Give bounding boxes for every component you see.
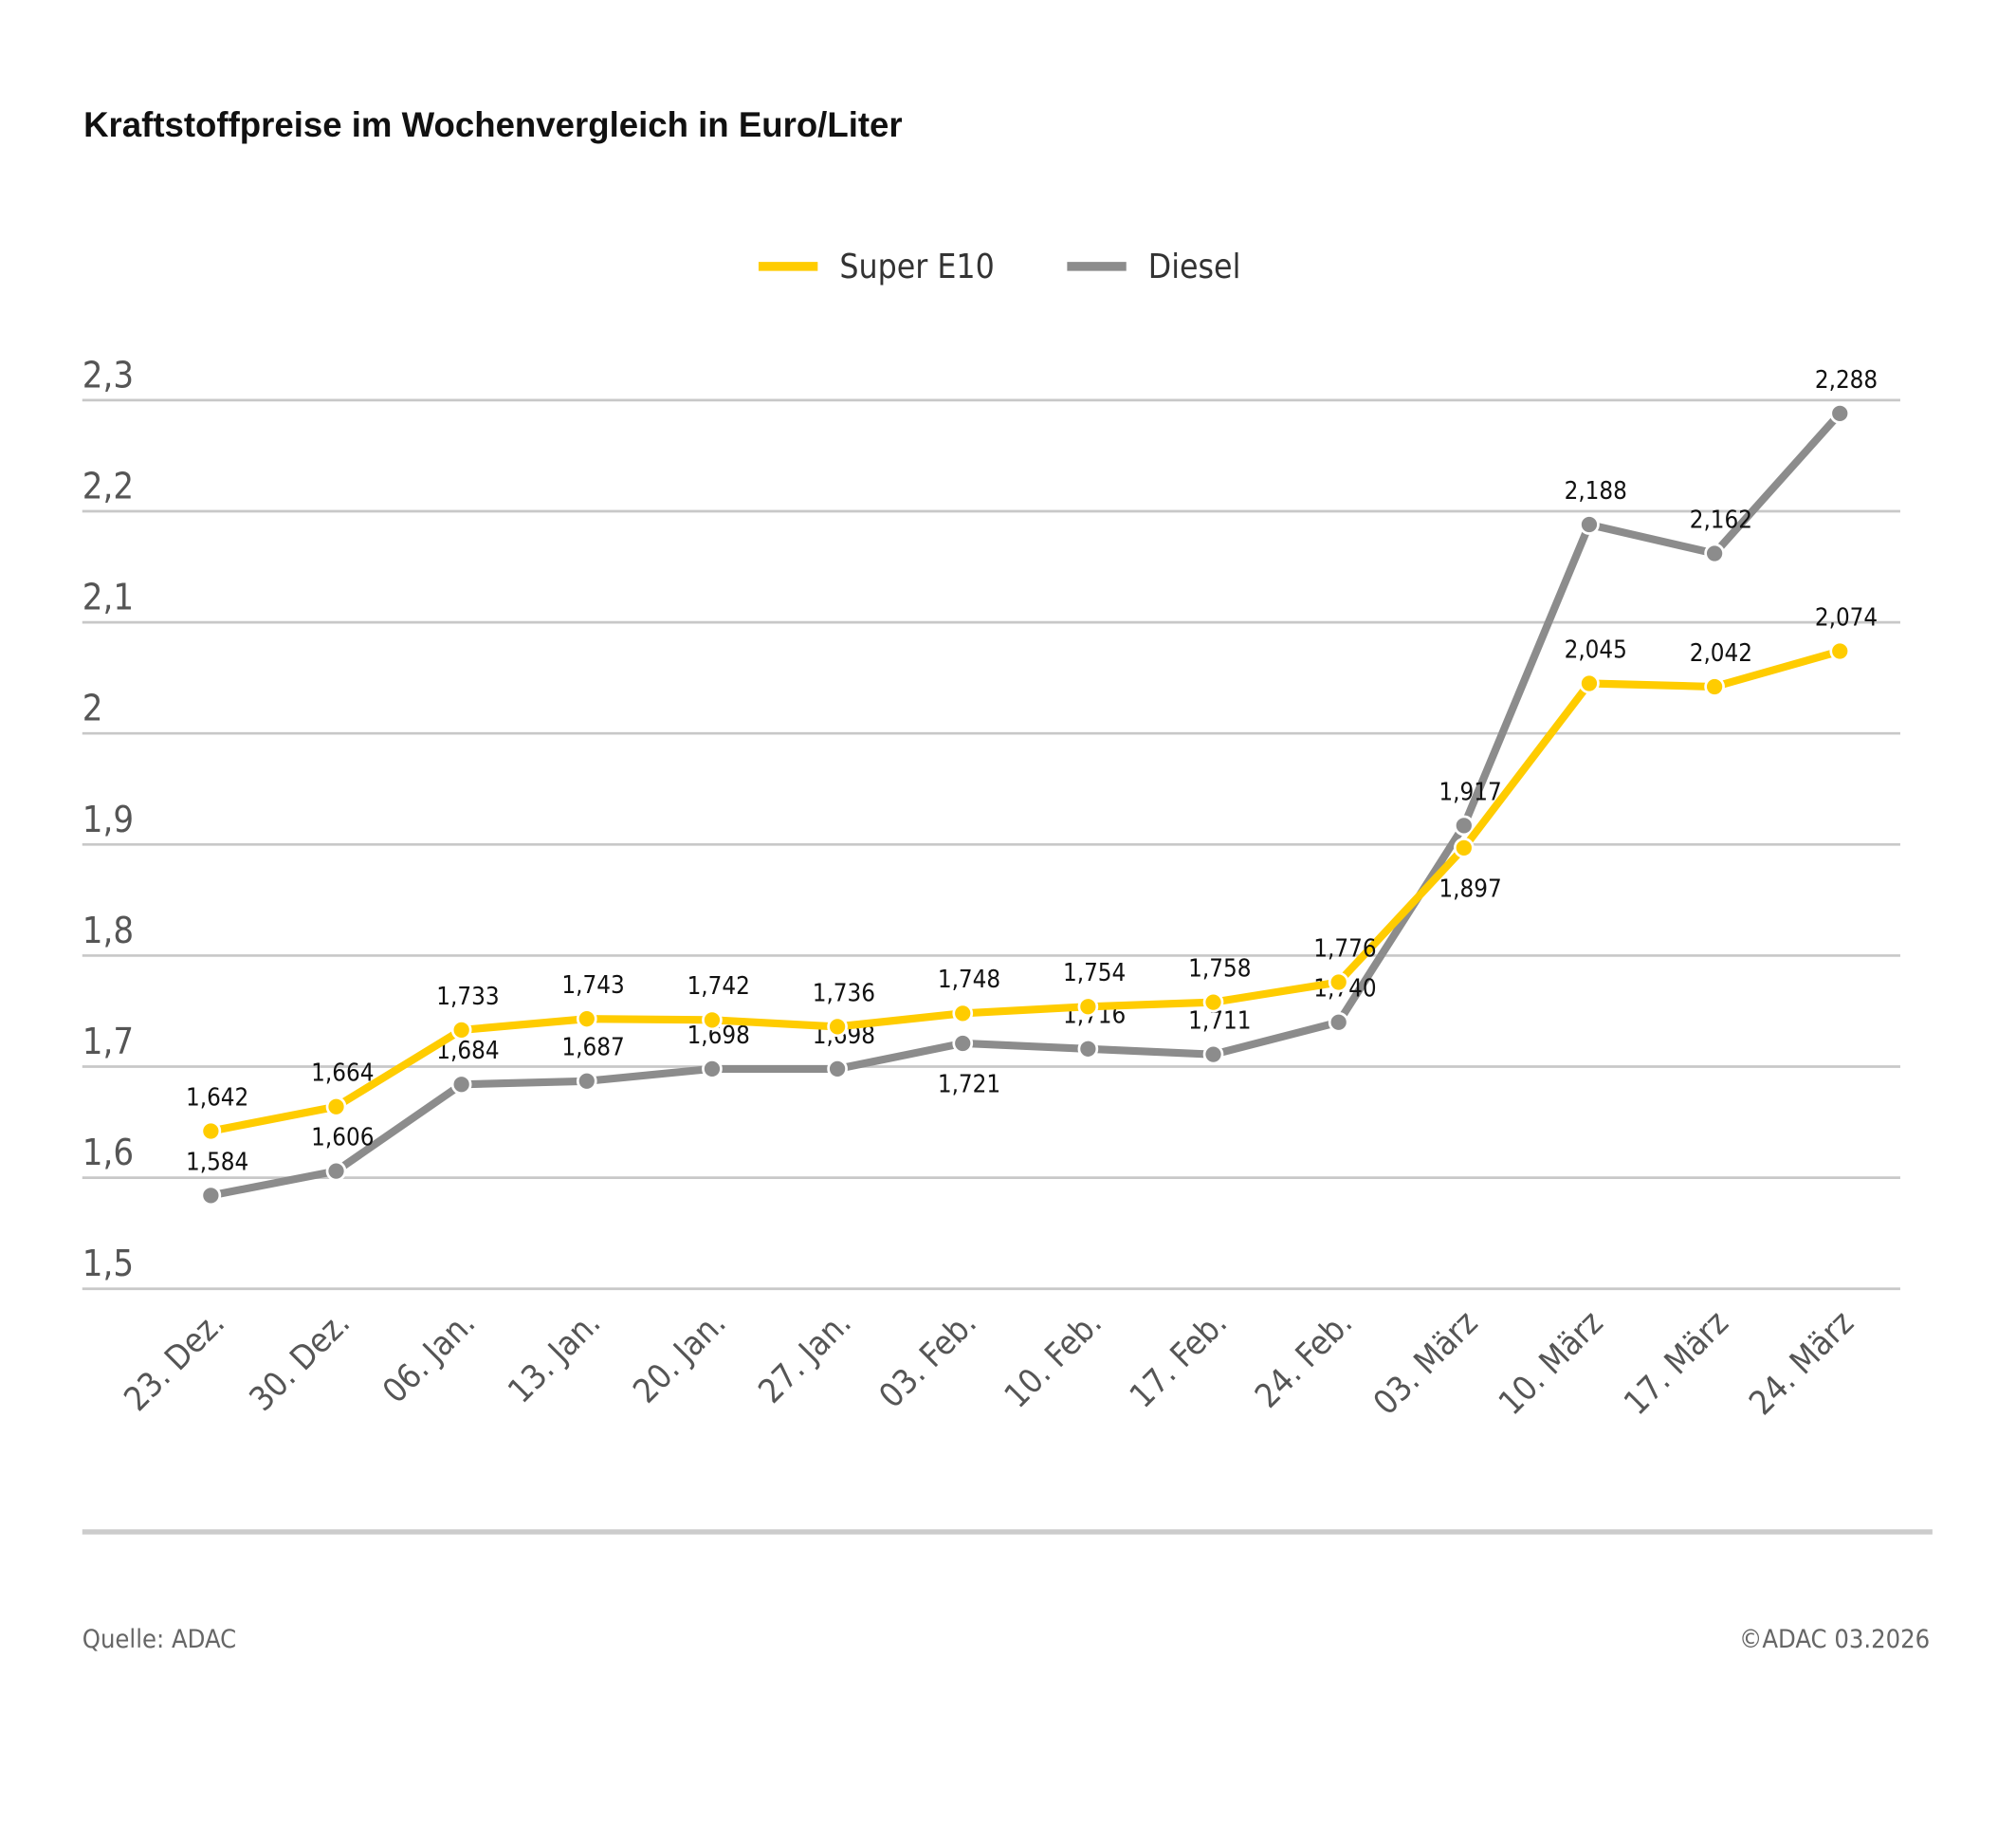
x-tick-label: 17. Feb. — [1123, 1303, 1235, 1415]
series-line — [210, 647, 1842, 1135]
x-tick-label: 17. März — [1617, 1303, 1736, 1423]
x-tick-label: 13. Jan. — [501, 1303, 608, 1410]
data-point — [576, 1008, 597, 1030]
data-label: 2,074 — [1815, 603, 1878, 632]
data-label: 1,748 — [938, 966, 1000, 994]
data-point — [1579, 514, 1600, 535]
data-point — [1328, 971, 1349, 993]
data-point — [1453, 837, 1475, 858]
data-point — [1704, 676, 1725, 697]
data-point — [1202, 991, 1224, 1013]
data-label: 1,758 — [1188, 955, 1251, 984]
data-point — [450, 1074, 472, 1096]
series-line — [210, 411, 1843, 1200]
data-label: 1,742 — [687, 972, 750, 1001]
data-point — [827, 1059, 848, 1079]
data-point — [325, 1160, 347, 1182]
data-point — [576, 1070, 597, 1092]
data-label: 1,664 — [311, 1059, 374, 1088]
y-tick-label: 1,9 — [82, 799, 134, 840]
data-point — [702, 1009, 723, 1031]
data-point — [1202, 1043, 1224, 1065]
data-point — [952, 1033, 974, 1054]
grid: 1,5 1,6 1,7 1,8 1,9 2 2,1 2,2 2,3 — [82, 354, 1900, 1291]
data-point — [1829, 640, 1851, 662]
x-tick-label: 20. Jan. — [626, 1303, 733, 1410]
y-tick-label: 1,5 — [82, 1243, 134, 1284]
x-tick-label: 24. März — [1742, 1303, 1861, 1423]
y-tick-label: 2,3 — [82, 354, 134, 396]
x-tick-label: 06. Jan. — [376, 1303, 483, 1410]
data-point — [325, 1096, 347, 1117]
data-point — [200, 1185, 222, 1207]
data-label: 1,733 — [436, 983, 499, 1011]
data-label: 1,687 — [561, 1034, 624, 1062]
y-tick-label: 2,1 — [82, 577, 134, 618]
y-tick-label: 1,7 — [82, 1021, 134, 1062]
data-label: 1,584 — [186, 1148, 248, 1176]
data-label: 2,042 — [1690, 639, 1752, 668]
data-point — [450, 1020, 472, 1041]
data-label: 1,754 — [1063, 959, 1126, 987]
data-point — [952, 1003, 974, 1024]
data-label: 1,917 — [1439, 778, 1501, 806]
y-tick-label: 1,8 — [82, 910, 134, 951]
data-label: 1,897 — [1439, 875, 1501, 903]
x-tick-label: 27. Jan. — [751, 1303, 858, 1410]
x-tick-label: 23. Dez. — [117, 1303, 232, 1419]
data-point — [702, 1059, 723, 1079]
data-label: 1,743 — [561, 971, 624, 1000]
x-tick-label: 30. Dez. — [242, 1303, 357, 1419]
x-tick-label: 10. Feb. — [998, 1303, 1109, 1415]
data-point — [827, 1016, 848, 1038]
copyright-note: ©ADAC 03.2026 — [1739, 1625, 1930, 1654]
data-point — [1077, 996, 1099, 1018]
data-label: 1,711 — [1188, 1007, 1251, 1036]
data-point — [1579, 672, 1600, 694]
legend-label: Super E10 — [839, 248, 994, 286]
data-label: 1,776 — [1313, 934, 1376, 963]
data-point — [200, 1120, 222, 1142]
data-point — [1829, 403, 1851, 424]
data-label: 2,162 — [1690, 506, 1752, 534]
legend-label: Diesel — [1148, 248, 1241, 286]
x-tick-label: 03. März — [1366, 1303, 1486, 1423]
x-tick-label: 24. Feb. — [1248, 1303, 1360, 1415]
y-tick-label: 2 — [82, 688, 103, 729]
x-axis: 23. Dez. 30. Dez. 06. Jan. 13. Jan. 20. Jan.… — [117, 1303, 1861, 1423]
data-label: 1,736 — [813, 979, 875, 1007]
data-label: 2,288 — [1815, 366, 1878, 395]
series-super-e10: 1,642 1,664 1,733 1,743 1,742 1,736 1,748 1,754… — [186, 603, 1878, 1142]
data-point — [1704, 543, 1725, 564]
chart-title: Kraftstoffpreise im Wochenvergleich in E… — [83, 105, 903, 144]
data-label: 2,188 — [1565, 477, 1627, 506]
data-label: 1,606 — [311, 1124, 374, 1152]
data-label: 2,045 — [1565, 636, 1627, 664]
data-point — [1328, 1011, 1349, 1033]
legend: Super E10 Diesel — [758, 248, 1241, 286]
data-label: 1,721 — [938, 1070, 1000, 1098]
bottom-rule — [82, 1529, 1933, 1535]
y-tick-label: 1,6 — [82, 1132, 134, 1173]
x-tick-label: 03. Feb. — [871, 1303, 983, 1415]
x-tick-label: 10. März — [1492, 1303, 1611, 1423]
data-point — [1453, 815, 1475, 837]
data-point — [1077, 1038, 1099, 1059]
data-label: 1,642 — [186, 1083, 248, 1112]
source-note: Quelle: ADAC — [82, 1625, 236, 1654]
y-tick-label: 2,2 — [82, 465, 134, 507]
